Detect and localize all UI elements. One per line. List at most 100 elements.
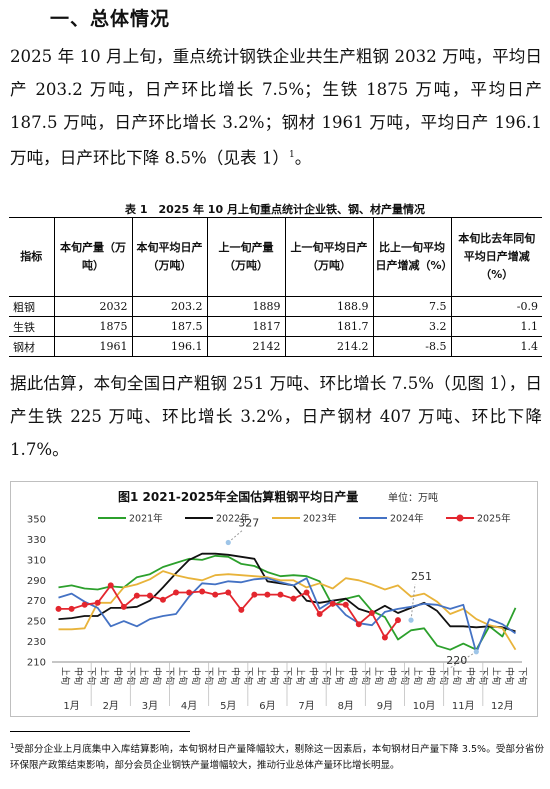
data-point <box>120 603 127 610</box>
x-month-label: 9月 <box>377 700 393 712</box>
col-header-prev-output: 上一旬产量（万吨） <box>206 217 285 297</box>
data-point <box>107 582 114 589</box>
annotation-leader <box>450 651 477 669</box>
data-point <box>277 591 284 598</box>
x-dekad-label: 上旬 <box>216 667 228 685</box>
data-point <box>133 592 140 599</box>
chart-frame <box>10 481 538 717</box>
legend-label: 2022年 <box>216 513 250 525</box>
table-cell: 181.7 <box>284 316 373 337</box>
footnote-text: 受部分企业上月底集中入库结算影响，本旬钢材日产量降幅较大，剔除这一因素后，本旬钢… <box>10 744 544 772</box>
data-point <box>225 589 232 596</box>
table-cell: 196.1 <box>131 336 207 357</box>
col-header-daily: 本旬平均日产（万吨） <box>131 217 207 297</box>
series-line <box>58 570 517 651</box>
x-dekad-label: 上旬 <box>490 667 502 685</box>
table-cell: 3.2 <box>372 316 451 337</box>
data-point <box>159 596 166 603</box>
x-dekad-label: 上旬 <box>412 667 424 685</box>
table-cell: 1.1 <box>450 316 542 337</box>
data-point <box>264 591 271 598</box>
legend-label: 2023年 <box>303 513 337 525</box>
data-point <box>81 601 88 608</box>
series-line <box>58 577 517 654</box>
data-point <box>251 591 258 598</box>
x-month-label: 3月 <box>142 700 158 712</box>
x-dekad-label: 下旬 <box>164 667 176 685</box>
data-point <box>94 599 101 606</box>
chart-figure: 图1 2021-2025年全国估算粗钢平均日产量 单位：万吨 210 230 250 27… <box>10 481 538 717</box>
summary-end: 。 <box>294 148 312 168</box>
y-tick-label: 250 <box>27 617 46 628</box>
x-dekad-label: 下旬 <box>360 667 372 685</box>
x-dekad-label: 下旬 <box>125 667 137 685</box>
col-header-indicator: 指标 <box>9 217 54 297</box>
chart-title: 图1 2021-2025年全国估算粗钢平均日产量 <box>118 489 358 504</box>
table-cell: -0.9 <box>450 296 542 317</box>
x-dekad-label: 下旬 <box>281 667 293 685</box>
footnote-marker[interactable]: 1 <box>288 150 295 160</box>
x-month-label: 1月 <box>63 700 79 712</box>
data-point <box>238 606 245 613</box>
x-dekad-label: 中旬 <box>229 667 241 685</box>
annotation-leader <box>227 530 243 543</box>
table-cell: 187.5 <box>131 316 207 337</box>
x-dekad-label: 中旬 <box>308 667 320 685</box>
table-cell: 生铁 <box>9 316 54 337</box>
x-dekad-label: 中旬 <box>151 667 163 685</box>
table-caption: 表 1 2025 年 10 月上旬重点统计企业铁、钢、材产量情况 <box>125 203 425 216</box>
data-point <box>55 605 62 612</box>
production-table: 指标 本旬产量（万吨） 本旬平均日产（万吨） 上一旬产量（万吨） 上一旬平均日产… <box>9 217 542 357</box>
x-month-label: 10月 <box>413 700 436 712</box>
legend-marker <box>456 514 464 522</box>
x-month-label: 12月 <box>491 700 514 712</box>
data-point <box>394 617 401 624</box>
table-cell: 2142 <box>206 336 285 357</box>
data-point <box>316 610 323 617</box>
x-month-label: 4月 <box>181 700 197 712</box>
table-cell: 1889 <box>206 296 285 317</box>
data-point <box>68 605 75 612</box>
x-dekad-label: 上旬 <box>255 667 267 685</box>
estimate-paragraph: 据此估算，本旬全国日产粗钢 251 万吨、环比增长 7.5%（见图 1），日产生… <box>10 374 542 459</box>
table-row: 生铁 1875 187.5 1817 181.7 3.2 1.1 <box>9 316 542 337</box>
x-dekad-label: 中旬 <box>112 667 124 685</box>
table-cell: 7.5 <box>372 296 451 317</box>
x-dekad-label: 上旬 <box>334 667 346 685</box>
series-line <box>58 554 517 651</box>
table-cell: 1875 <box>53 316 132 337</box>
annotation-point <box>408 617 414 623</box>
annotation-label: 327 <box>238 516 259 529</box>
data-point <box>329 600 336 607</box>
x-dekad-label: 下旬 <box>399 667 411 685</box>
x-month-label: 2月 <box>103 700 119 712</box>
table-header-row: 指标 本旬产量（万吨） 本旬平均日产（万吨） 上一旬产量（万吨） 上一旬平均日产… <box>9 217 542 297</box>
steel-output-chart: 图1 2021-2025年全国估算粗钢平均日产量 单位：万吨 210 230 250 27… <box>10 481 538 717</box>
summary-paragraph: 2025 年 10 月上旬，重点统计钢铁企业共生产粗钢 2032 万吨，平均日产… <box>10 40 542 175</box>
y-tick-label: 230 <box>27 637 46 648</box>
x-dekad-label: 下旬 <box>242 667 254 685</box>
data-point <box>303 589 310 596</box>
data-point <box>212 591 219 598</box>
x-dekad-label: 中旬 <box>268 667 280 685</box>
summary-text: 2025 年 10 月上旬，重点统计钢铁企业共生产粗钢 2032 万吨，平均日产… <box>10 47 542 168</box>
annotation-point <box>225 539 231 546</box>
y-tick-label: 210 <box>27 658 46 669</box>
data-point <box>199 588 206 595</box>
table-cell: 钢材 <box>9 336 54 357</box>
table-cell: 2032 <box>53 296 132 317</box>
data-point <box>381 634 388 641</box>
x-dekad-label: 中旬 <box>464 667 476 685</box>
x-dekad-label: 中旬 <box>73 667 85 685</box>
x-dekad-label: 中旬 <box>386 667 398 685</box>
x-month-label: 7月 <box>298 700 314 712</box>
x-month-label: 6月 <box>259 700 275 712</box>
table-cell: 1.4 <box>450 336 542 357</box>
x-dekad-label: 上旬 <box>177 667 189 685</box>
x-dekad-label: 上旬 <box>373 667 385 685</box>
data-point <box>186 589 193 596</box>
data-point <box>342 601 349 608</box>
x-dekad-label: 下旬 <box>477 667 489 685</box>
y-tick-label: 270 <box>27 596 46 607</box>
y-tick-label: 290 <box>27 576 46 587</box>
